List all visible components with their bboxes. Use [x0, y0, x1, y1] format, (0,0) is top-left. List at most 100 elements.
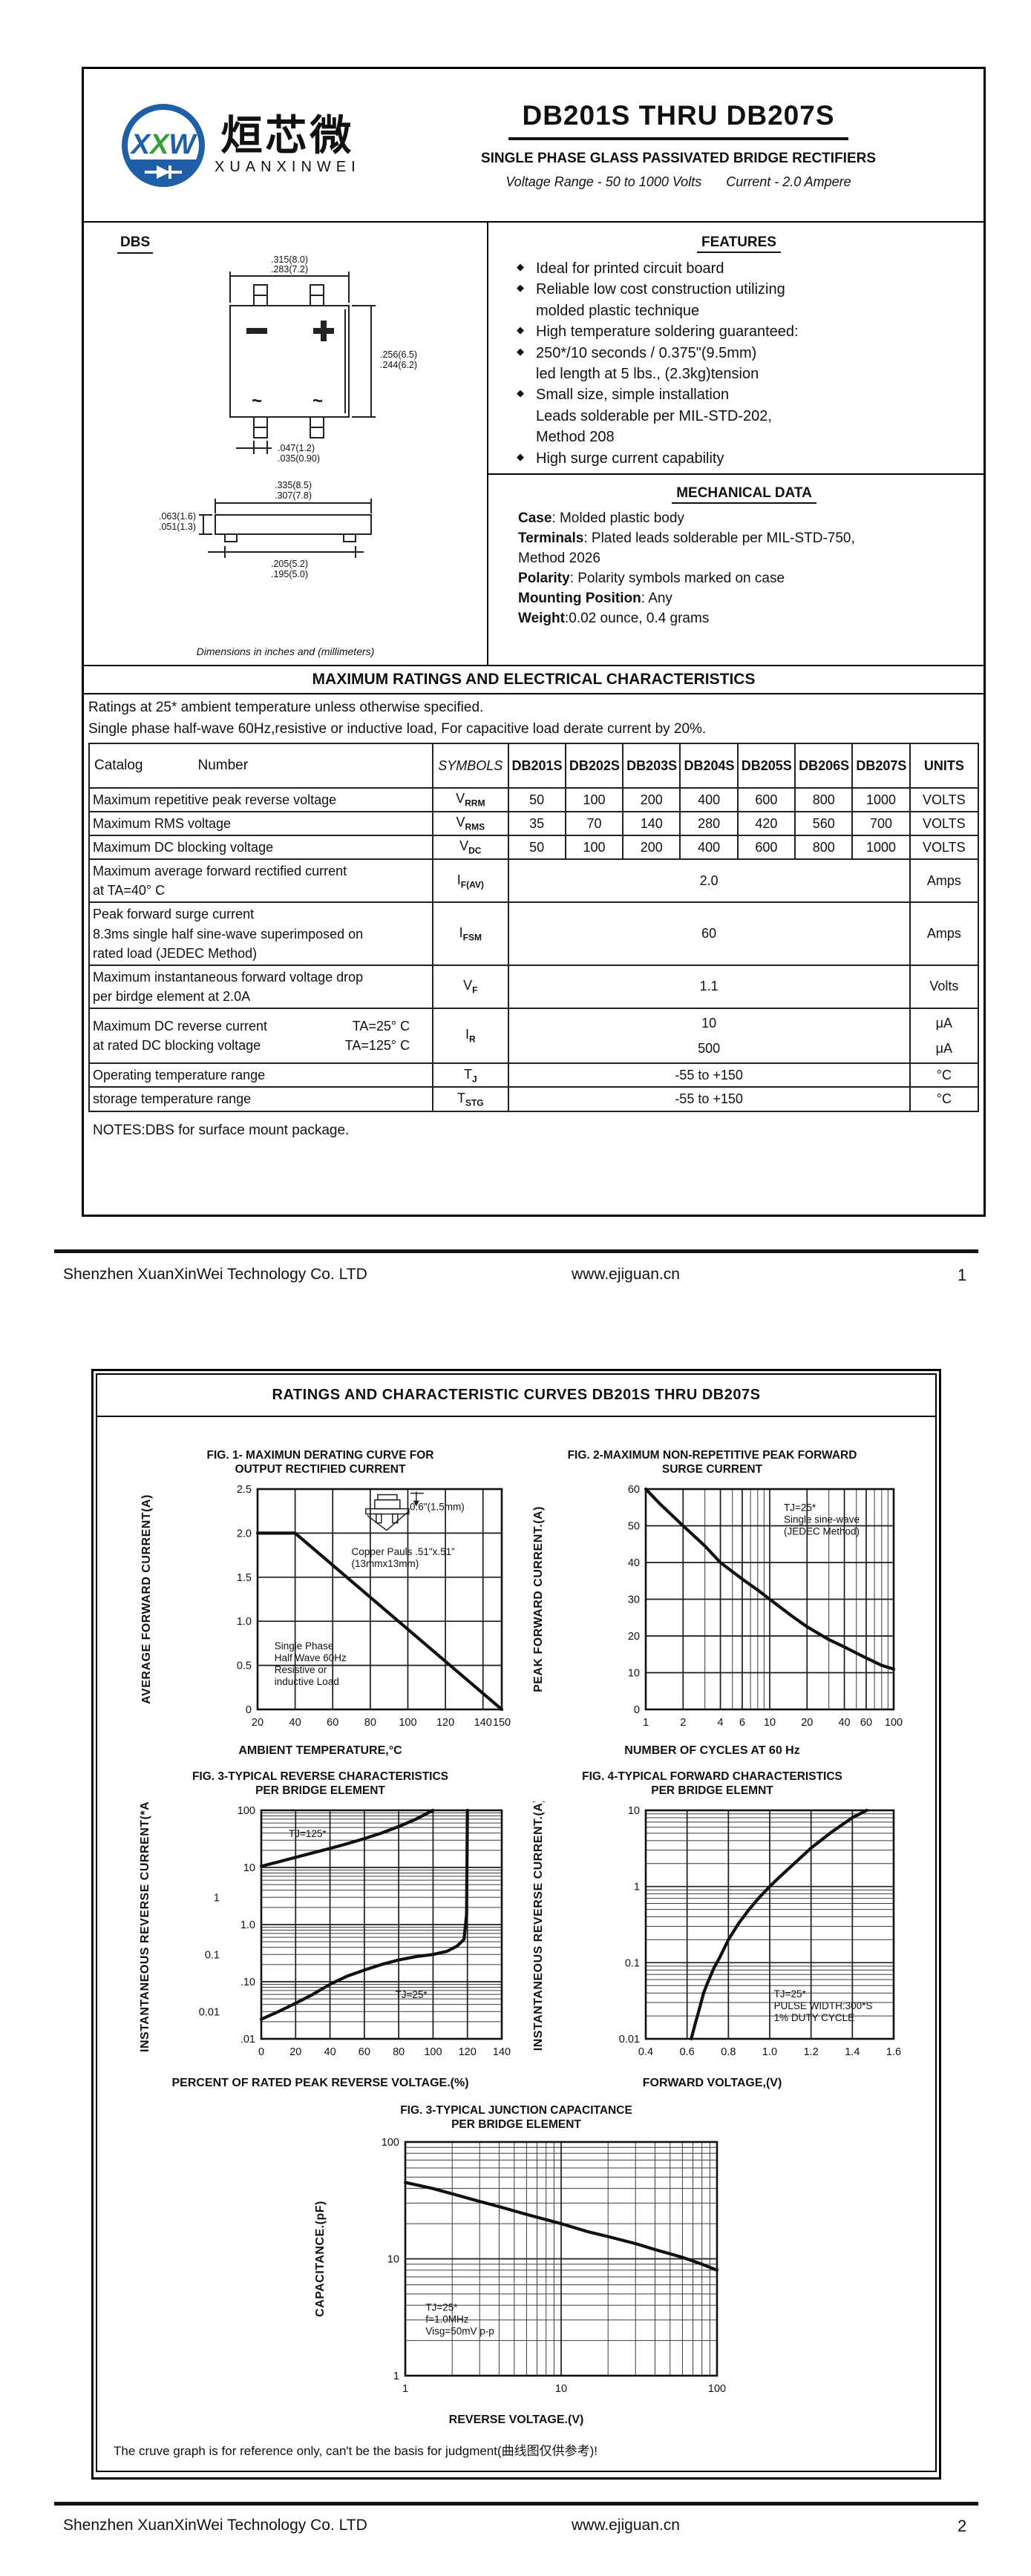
feature-text: 250*/10 seconds / 0.375"(9.5mm) [536, 344, 757, 361]
axis-tick-labels: 0.4 0.6 0.8 1.0 1.2 1.4 1.6 10 1 0.1 0.01 [618, 1805, 900, 2058]
svg-text:XXW: XXW [130, 129, 198, 160]
row-units-cell: VOLTS [909, 835, 980, 861]
fig3-title: FIG. 3-TYPICAL REVERSE CHARACTERISTICS PE… [192, 1770, 449, 1798]
fig5-capacitance-chart: FIG. 3-TYPICAL JUNCTION CAPACITANCE PER B… [272, 2103, 762, 2428]
svg-text:(13mmx13mm): (13mmx13mm) [351, 1558, 419, 1569]
feature-continuation: Leads solderable per MIL-STD-202, [536, 407, 772, 424]
part-number-title: DB201S THRU DB207S [508, 100, 848, 140]
svg-text:2.5: 2.5 [236, 1484, 251, 1496]
svg-text:20: 20 [801, 1717, 813, 1729]
svg-text:100: 100 [399, 1717, 416, 1729]
package-drawing-panel: DBS [84, 223, 488, 665]
svg-text:1: 1 [642, 1717, 648, 1729]
svg-text:0.8: 0.8 [721, 2046, 736, 2058]
row-symbol-cell: VRRM [432, 786, 509, 813]
charts-area: FIG. 1- MAXIMUN DERATING CURVE FOR OUTPUT… [97, 1417, 935, 2440]
svg-text:2.0: 2.0 [236, 1528, 251, 1540]
svg-text:50: 50 [627, 1520, 639, 1532]
row-label-cell: Maximum RMS voltage [88, 811, 434, 837]
fig1-ylabel: AVERAGE FORWARD CURRENT(A) [140, 1494, 153, 1704]
row-label-cell: Maximum DC blocking voltage [88, 835, 434, 861]
part-header-cell: DB206S [794, 743, 854, 789]
svg-text:0.1: 0.1 [204, 1949, 219, 1961]
svg-text:0.01: 0.01 [198, 2006, 219, 2018]
table-row: Maximum DC blocking voltage VDC 50 100 200 40… [88, 835, 980, 861]
row-label-cell: Maximum instantaneous forward voltage dr… [88, 964, 434, 1009]
feature-item: ◆ 250*/10 seconds / 0.375"(9.5mm) led leng… [517, 343, 970, 385]
page-1: XXW 烜芯微 XUANXINWEI DB201S THRU DB207S SI… [82, 67, 986, 1217]
part-header-cell: DB202S [564, 743, 624, 789]
svg-text:80: 80 [364, 1717, 376, 1729]
svg-text:120: 120 [458, 2046, 476, 2058]
row-units-cell: °C [909, 1062, 980, 1088]
surge-current-curve [644, 1487, 895, 1671]
mechanical-data-lines: Case: Molded plastic body Terminals: Plat… [518, 509, 970, 629]
row-value-cell: 200 [622, 835, 681, 861]
row-value-cell: 140 [622, 811, 681, 837]
junction-capacitance-curve [403, 2181, 719, 2273]
row-units-cell: Volts [909, 964, 980, 1009]
footer-rule-2 [54, 2502, 978, 2506]
svg-text:10: 10 [387, 2254, 399, 2266]
svg-text:1% DUTY CYCLE: 1% DUTY CYCLE [773, 2012, 854, 2023]
row-value-cell: 100 [564, 835, 624, 861]
svg-text:Single Phase: Single Phase [274, 1640, 333, 1652]
row-value-cell: 1.1 [507, 964, 911, 1009]
diamond-bullet-icon: ◆ [517, 450, 524, 462]
row-value-cell: 100 [564, 786, 624, 813]
minor-gridlines [261, 1812, 502, 2022]
doc-subtitle: SINGLE PHASE GLASS PASSIVATED BRIDGE REC… [480, 151, 877, 166]
feature-text: Ideal for printed circuit board [536, 260, 724, 277]
row-symbol-cell: VDC [432, 835, 509, 861]
logo-latin-name: XUANXINWEI [215, 159, 361, 176]
svg-text:Half Wave 60Hz: Half Wave 60Hz [274, 1652, 346, 1663]
svg-text:150: 150 [492, 1717, 510, 1729]
tj-125-curve [259, 1808, 434, 1868]
row-value-cell: 420 [736, 811, 796, 837]
features-mech-panel: FEATURES ◆ Ideal for printed circuit boar… [488, 223, 983, 665]
svg-text:30: 30 [627, 1594, 639, 1606]
package-name-label: DBS [117, 234, 154, 254]
minus-mark [246, 328, 267, 334]
dim-side-b1: .205(5.2) [270, 559, 307, 569]
row-symbol-cell: IR [432, 1007, 509, 1065]
svg-text:0.5: 0.5 [236, 1660, 251, 1672]
row-value-cell: 400 [679, 835, 739, 861]
fig3-reverse-chart: FIG. 3-TYPICAL REVERSE CHARACTERISTICS PE… [128, 1770, 514, 2090]
row-symbol-cell: VF [432, 964, 509, 1009]
row-value-cell: 700 [851, 811, 911, 837]
svg-text:1.0: 1.0 [240, 1919, 255, 1931]
mechanical-data-section: MECHANICAL DATA Case: Molded plastic bod… [488, 475, 983, 665]
mechanical-data-title: MECHANICAL DATA [518, 485, 970, 504]
page2-inner-frame: RATINGS AND CHARACTERISTIC CURVES DB201S… [96, 1373, 937, 2472]
fig5-title: FIG. 3-TYPICAL JUNCTION CAPACITANCE PER B… [400, 2103, 632, 2131]
svg-text:1.0: 1.0 [762, 2046, 776, 2058]
table-row: Maximum repetitive peak reverse voltage V… [88, 786, 980, 813]
ac-mark-1: ~ [251, 391, 261, 411]
part-header-cell: DB201S [507, 743, 566, 789]
derating-curve-curve [255, 1531, 503, 1711]
fig1-xlabel: AMBIENT TEMPERATURE,°C [238, 1744, 402, 1757]
svg-text:140: 140 [492, 2046, 510, 2058]
axis-tick-labels: 20 40 60 80 100 120 140 150 0 0.5 1.0 1.5 2.0 2.5 [236, 1484, 510, 1729]
svg-text:80: 80 [393, 2046, 405, 2058]
svg-text:20: 20 [289, 2046, 301, 2058]
tj-25-curve [259, 1808, 469, 2021]
voltage-range: Voltage Range - 50 to 1000 Volts [505, 174, 702, 189]
row-value-cell: -55 to +150 [507, 1062, 911, 1088]
page-2: RATINGS AND CHARACTERISTIC CURVES DB201S… [91, 1369, 941, 2480]
svg-text:.01: .01 [240, 2034, 255, 2046]
footer-company-2: Shenzhen XuanXinWei Technology Co. LTD [63, 2517, 367, 2534]
svg-text:1.6: 1.6 [886, 2046, 900, 2058]
fig4-plot: 0.4 0.6 0.8 1.0 1.2 1.4 1.6 10 1 0.1 0.01 INSTANTAN… [532, 1798, 901, 2058]
feature-text: Reliable low cost construction utilizing [536, 281, 785, 298]
row-value-cell: 2.0 [507, 858, 911, 904]
fig3-plot: 0 20 40 60 80 100 120 140 100 10 1.0 .10 .01 1 0.1 0.01… [139, 1797, 511, 2058]
annotations: 0.6"(1.5mm) Copper Pauls .51"x.51"(13mmx1… [274, 1501, 464, 1687]
svg-text:140: 140 [474, 1717, 491, 1729]
svg-text:60: 60 [358, 2046, 370, 2058]
row-value-cell: 200 [622, 786, 681, 813]
row-value-cell: 70 [564, 811, 624, 837]
